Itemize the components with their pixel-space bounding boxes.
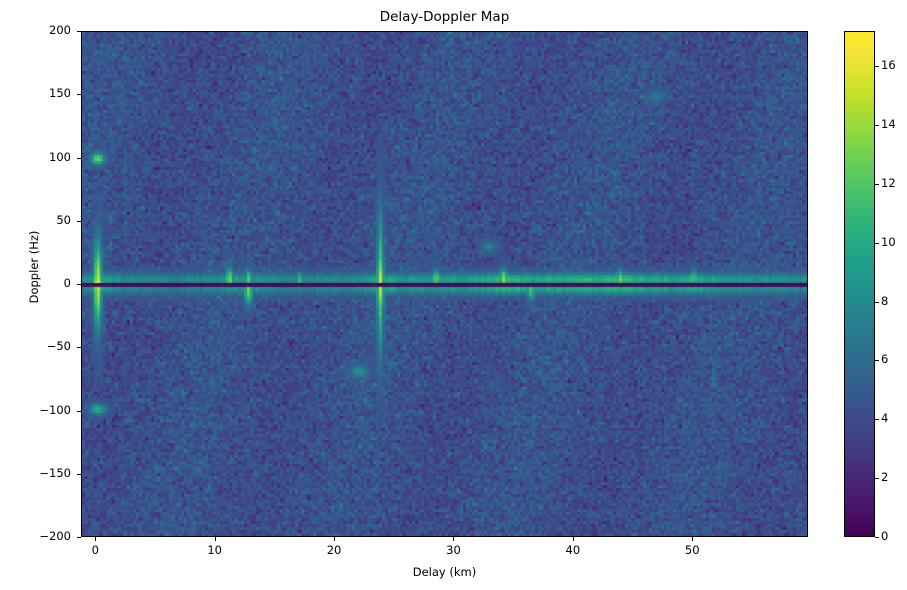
- x-tick-label: 20: [326, 543, 342, 557]
- y-tick-mark: [77, 94, 81, 96]
- y-tick-mark: [77, 537, 81, 538]
- x-tick-mark: [95, 537, 97, 541]
- colorbar-tick-mark: [875, 183, 879, 185]
- colorbar-tick-mark: [875, 66, 879, 68]
- x-tick-mark: [692, 537, 694, 541]
- colorbar-tick-mark: [875, 478, 879, 480]
- delay-doppler-heatmap: [82, 32, 807, 536]
- x-tick-mark: [214, 537, 216, 541]
- y-tick-mark: [77, 220, 81, 222]
- x-tick-mark: [334, 537, 336, 541]
- x-tick-label: 40: [565, 543, 581, 557]
- x-tick-label: 0: [91, 543, 99, 557]
- y-tick-label: −200: [39, 529, 71, 543]
- colorbar-tick-label: 6: [881, 352, 889, 367]
- x-tick-label: 30: [446, 543, 461, 557]
- y-tick-label: 50: [56, 212, 71, 227]
- y-tick-label: 200: [49, 23, 71, 37]
- colorbar: [844, 31, 875, 537]
- ddm-plot-area: [81, 31, 808, 537]
- colorbar-tick-mark: [875, 301, 879, 303]
- colorbar-tick-mark: [875, 125, 879, 127]
- colorbar-tick-mark: [875, 537, 879, 538]
- colorbar-tick-label: 10: [881, 234, 896, 249]
- y-tick-label: 100: [49, 149, 71, 164]
- y-tick-label: −150: [39, 465, 71, 480]
- y-tick-mark: [77, 284, 81, 285]
- colorbar-tick-label: 16: [881, 58, 896, 73]
- colorbar-tick-label: 4: [881, 411, 889, 426]
- x-axis-label: Delay (km): [412, 565, 477, 579]
- colorbar-tick-label: 0: [881, 529, 889, 543]
- y-tick-mark: [77, 410, 81, 412]
- y-tick-mark: [77, 347, 81, 349]
- colorbar-tick-label: 8: [881, 293, 889, 308]
- colorbar-gradient: [845, 32, 874, 536]
- colorbar-tick-mark: [875, 242, 879, 244]
- x-tick-label: 10: [207, 543, 222, 557]
- y-tick-mark: [77, 31, 81, 32]
- colorbar-tick-mark: [875, 360, 879, 362]
- y-tick-mark: [77, 157, 81, 159]
- colorbar-tick-label: 12: [881, 175, 896, 190]
- y-tick-label: −100: [39, 402, 71, 417]
- page-title: Delay-Doppler Map: [379, 9, 510, 25]
- colorbar-tick-mark: [875, 419, 879, 421]
- colorbar-tick-label: 2: [881, 470, 889, 485]
- x-tick-label: 50: [684, 543, 700, 557]
- colorbar-tick-label: 14: [881, 117, 896, 132]
- x-tick-mark: [572, 537, 574, 541]
- x-tick-mark: [453, 537, 455, 541]
- y-tick-label: −50: [46, 339, 71, 354]
- y-tick-label: 150: [49, 86, 71, 101]
- y-tick-label: 0: [63, 276, 71, 290]
- y-axis-label: Doppler (Hz): [27, 230, 41, 304]
- y-tick-mark: [77, 473, 81, 475]
